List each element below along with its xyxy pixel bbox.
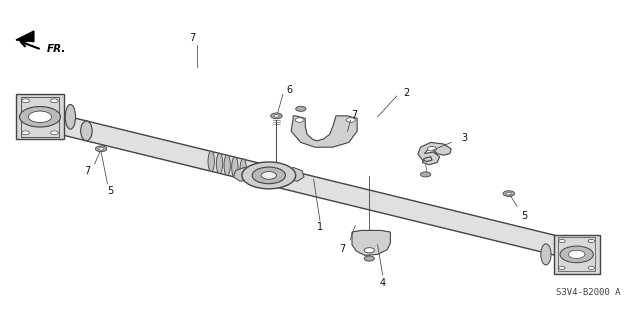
Circle shape xyxy=(559,239,565,243)
Ellipse shape xyxy=(208,151,214,172)
Text: 3: 3 xyxy=(461,132,467,143)
Polygon shape xyxy=(287,167,304,181)
Circle shape xyxy=(271,113,282,119)
Text: 4: 4 xyxy=(380,278,386,288)
Circle shape xyxy=(242,162,296,189)
Circle shape xyxy=(506,192,511,195)
Circle shape xyxy=(22,131,29,135)
Polygon shape xyxy=(234,167,251,181)
Circle shape xyxy=(22,99,29,103)
Circle shape xyxy=(568,250,585,259)
Circle shape xyxy=(420,172,431,177)
Circle shape xyxy=(588,266,595,269)
Ellipse shape xyxy=(224,155,230,176)
Circle shape xyxy=(503,191,515,196)
Text: 1: 1 xyxy=(317,222,323,232)
Ellipse shape xyxy=(216,153,223,174)
Circle shape xyxy=(29,111,51,123)
Ellipse shape xyxy=(240,159,246,180)
FancyBboxPatch shape xyxy=(554,235,600,274)
Polygon shape xyxy=(16,31,34,42)
Text: 6: 6 xyxy=(287,85,293,95)
Circle shape xyxy=(364,256,374,261)
Polygon shape xyxy=(418,142,451,165)
Circle shape xyxy=(346,118,355,122)
Text: FR.: FR. xyxy=(47,44,66,54)
Ellipse shape xyxy=(65,105,76,129)
Text: 2: 2 xyxy=(403,88,410,98)
Circle shape xyxy=(261,172,276,179)
Circle shape xyxy=(95,146,107,152)
Polygon shape xyxy=(21,109,587,259)
Circle shape xyxy=(364,248,374,253)
Circle shape xyxy=(428,147,436,151)
Text: S3V4-B2000 A: S3V4-B2000 A xyxy=(556,288,621,297)
Ellipse shape xyxy=(541,244,551,265)
Text: 7: 7 xyxy=(351,110,357,120)
Circle shape xyxy=(51,131,58,135)
Ellipse shape xyxy=(232,157,238,177)
Text: 5: 5 xyxy=(522,211,528,221)
Circle shape xyxy=(295,118,304,122)
Circle shape xyxy=(252,167,285,184)
Circle shape xyxy=(19,107,61,127)
Circle shape xyxy=(51,99,58,103)
Text: 5: 5 xyxy=(108,186,114,196)
Circle shape xyxy=(296,106,306,111)
Text: 7: 7 xyxy=(339,244,346,254)
Polygon shape xyxy=(291,116,357,147)
Polygon shape xyxy=(352,230,390,255)
Circle shape xyxy=(99,148,104,150)
FancyBboxPatch shape xyxy=(16,94,64,139)
Circle shape xyxy=(274,115,279,117)
Text: 7: 7 xyxy=(189,33,195,44)
Circle shape xyxy=(559,266,565,269)
Text: 7: 7 xyxy=(84,166,90,176)
Ellipse shape xyxy=(81,121,92,141)
Circle shape xyxy=(588,239,595,243)
Circle shape xyxy=(560,246,593,263)
